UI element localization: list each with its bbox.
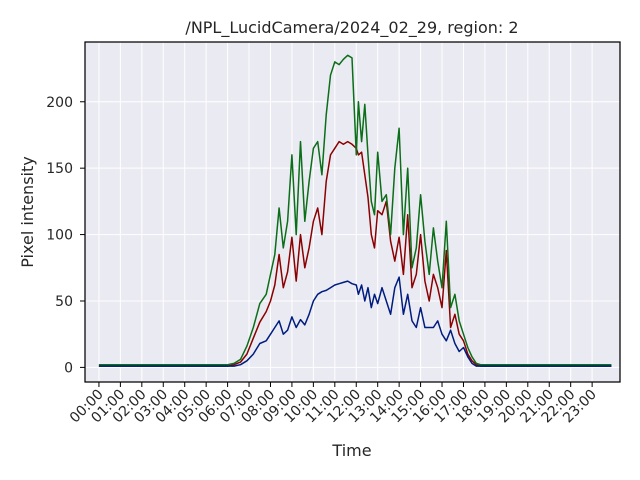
y-ticks: 0 50 100 150 200 (46, 95, 85, 376)
y-tick-label: 50 (55, 294, 73, 310)
y-tick-label: 100 (46, 228, 73, 244)
plot-frame (84, 41, 621, 383)
y-tick-label: 0 (64, 360, 73, 376)
series-lines (98, 54, 612, 367)
y-tick-label: 150 (46, 161, 73, 177)
x-ticks: 00:0001:0002:0003:0004:0005:0006:0007:00… (67, 382, 600, 426)
chart-title: /NPL_LucidCamera/2024_02_29, region: 2 (185, 18, 518, 38)
plot-area (85, 42, 620, 382)
series-line-1 (98, 140, 612, 367)
y-tick-label: 200 (46, 95, 73, 111)
series-line-2 (98, 54, 612, 366)
series-line-3 (98, 276, 612, 367)
y-axis-label: Pixel intensity (18, 156, 37, 267)
x-axis-label: Time (331, 441, 371, 460)
